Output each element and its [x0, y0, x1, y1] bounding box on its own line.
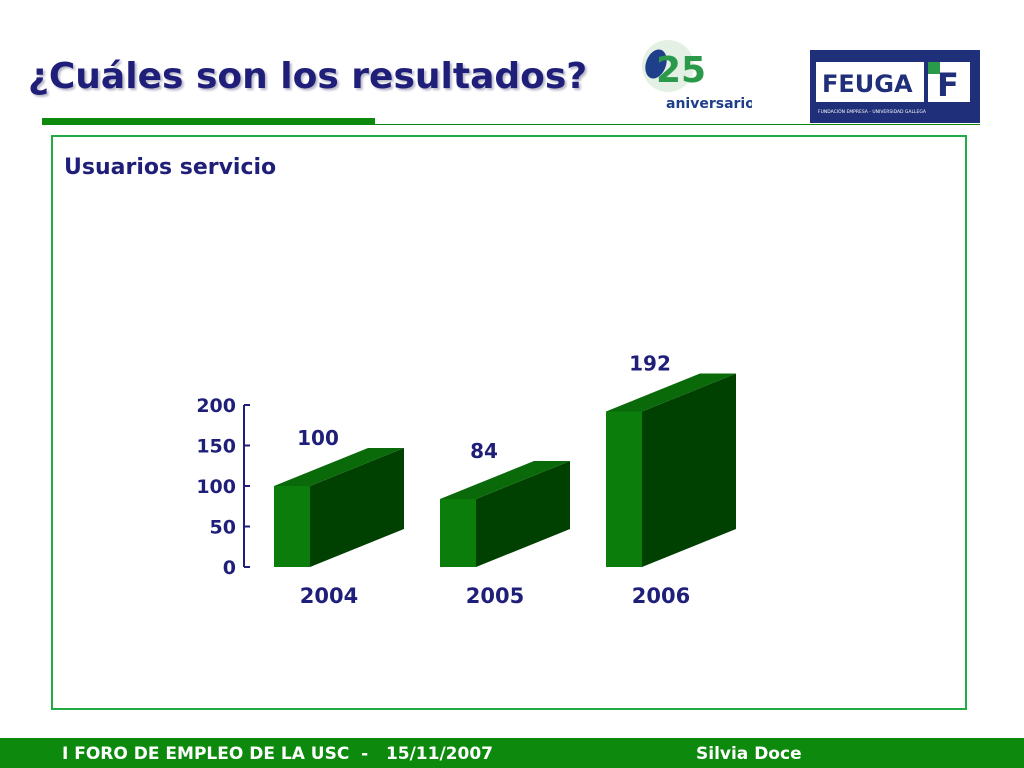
y-tick-label: 0	[223, 557, 236, 579]
feuga-tagline: FUNDACIÓN EMPRESA - UNIVERSIDAD GALLEGA	[818, 108, 927, 115]
bar	[274, 486, 310, 567]
bar-top	[274, 448, 404, 486]
chart-panel	[51, 135, 967, 710]
bar-side	[310, 448, 404, 567]
bar-side	[642, 373, 736, 567]
y-tick-label: 50	[210, 517, 236, 539]
x-tick-label: 2005	[466, 584, 524, 608]
x-tick-label: 2006	[632, 584, 690, 608]
chart-subtitle: Usuarios servicio	[64, 155, 277, 180]
x-tick-label: 2004	[300, 584, 358, 608]
footer-author: Silvia Doce	[696, 744, 802, 764]
title-underline-thin	[375, 124, 980, 125]
anniversary-number: 25	[656, 50, 706, 91]
y-tick-label: 100	[196, 476, 236, 498]
page-title: ¿Cuáles son los resultados?	[28, 56, 588, 97]
y-tick-label: 150	[196, 436, 236, 458]
bar-side	[476, 460, 570, 567]
bar-chart: 0 50 100 150 200 100 2004 84 2005 192 2006	[196, 351, 736, 608]
data-label: 100	[297, 426, 339, 450]
bar	[440, 498, 476, 567]
feuga-mark-icon: F	[937, 66, 959, 104]
y-tick-label: 200	[196, 395, 236, 417]
bar	[606, 411, 642, 567]
footer-event: I FORO DE EMPLEO DE LA USC - 15/11/2007	[62, 744, 493, 764]
data-label: 192	[629, 351, 671, 375]
leaf-icon	[645, 49, 667, 79]
data-label: 84	[470, 439, 498, 463]
feuga-name: FEUGA	[822, 70, 913, 98]
bar-top	[606, 373, 736, 412]
feuga-logo: FEUGA F FUNDACIÓN EMPRESA - UNIVERSIDAD …	[810, 50, 980, 123]
anniversary-text: aniversario	[666, 96, 752, 112]
title-underline-thick	[42, 118, 375, 125]
bar-top	[440, 460, 570, 499]
anniversary-logo: 25 aniversario	[642, 40, 752, 112]
footer-bar	[0, 738, 1024, 768]
